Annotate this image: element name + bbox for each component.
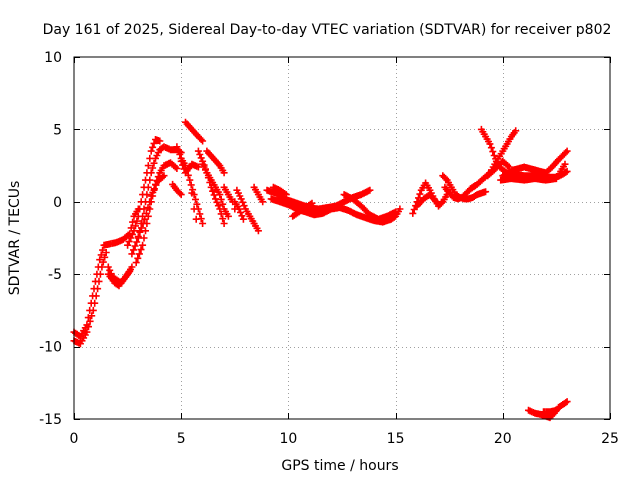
data-points <box>70 118 571 422</box>
y-axis-label: SDTVAR / TECUs <box>7 181 23 296</box>
data-point-markers <box>104 267 134 290</box>
series-b5 <box>169 180 185 199</box>
series-c1 <box>182 118 207 145</box>
series-g2 <box>499 147 571 180</box>
data-point-markers <box>497 160 569 184</box>
data-point-markers <box>540 406 560 416</box>
series-d3 <box>250 183 267 206</box>
series-a4 <box>104 267 134 290</box>
x-tick-label: 10 <box>279 431 297 447</box>
data-point-markers <box>203 147 228 177</box>
y-tick-label: 5 <box>53 122 62 138</box>
data-point-markers <box>199 160 228 227</box>
series-e3 <box>289 199 316 220</box>
x-axis-label: GPS time / hours <box>281 458 398 474</box>
data-point-markers <box>169 180 185 199</box>
series-e4 <box>340 191 400 223</box>
data-point-markers <box>484 157 513 180</box>
series-b4 <box>134 172 168 241</box>
data-point-markers <box>231 198 247 223</box>
series-c6 <box>203 147 228 177</box>
series-d1 <box>233 186 262 235</box>
series-b1 <box>124 136 164 249</box>
data-point-markers <box>269 183 290 199</box>
data-point-markers <box>134 172 168 241</box>
series-c4 <box>188 189 200 223</box>
data-point-markers <box>177 157 202 177</box>
y-tick-label: 10 <box>44 50 62 66</box>
data-point-markers <box>124 136 164 249</box>
data-point-markers <box>233 186 262 235</box>
series-g4 <box>484 157 513 180</box>
series-c3 <box>177 157 202 177</box>
data-point-markers <box>499 147 571 180</box>
x-tick-label: 15 <box>387 431 405 447</box>
series-h2 <box>540 406 560 416</box>
series-e5 <box>269 183 290 199</box>
y-tick-label: 0 <box>53 195 62 211</box>
axis-ticks: 0 5 10 15 20 25 -15 -10 -5 0 5 10 <box>39 50 619 447</box>
x-tick-label: 20 <box>494 431 512 447</box>
data-point-markers <box>188 189 200 223</box>
series-g3 <box>497 160 569 184</box>
plot-frame <box>73 56 611 420</box>
y-tick-label: -10 <box>39 340 62 356</box>
x-tick-label: 25 <box>601 431 619 447</box>
data-point-markers <box>182 118 207 145</box>
series-f2 <box>413 191 440 210</box>
data-point-markers <box>340 191 400 223</box>
series-c7 <box>199 160 228 227</box>
series-d2 <box>231 198 247 223</box>
data-point-markers <box>289 199 316 220</box>
x-tick-label: 0 <box>70 431 79 447</box>
y-tick-label: -5 <box>48 267 62 283</box>
x-tick-label: 5 <box>177 431 186 447</box>
data-point-markers <box>250 183 267 206</box>
data-point-markers <box>413 191 440 210</box>
y-tick-label: -15 <box>39 412 62 428</box>
chart-title: Day 161 of 2025, Sidereal Day-to-day VTE… <box>43 22 612 38</box>
